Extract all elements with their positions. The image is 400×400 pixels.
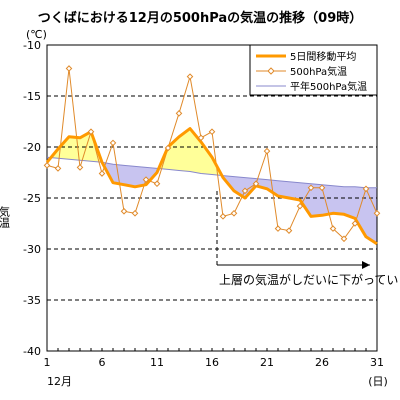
legend-label-daily: 500hPa気温 [290, 65, 347, 78]
data-point-daily [219, 213, 227, 220]
series-line-moving-avg [45, 127, 378, 246]
data-point-daily [307, 184, 315, 192]
data-point-daily [43, 162, 51, 169]
y-tick-labels: -10 -15 -20 -25 -30 -35 -40 [23, 39, 41, 358]
legend-marker-daily [267, 67, 275, 75]
data-point-daily [351, 220, 359, 227]
data-point-daily [164, 144, 172, 152]
data-point-daily [208, 128, 216, 136]
y-tick-label: -20 [23, 141, 41, 154]
data-point-daily [263, 147, 271, 155]
fill-below-normal [300, 182, 311, 217]
chart-title: つくばにおける12月の500hPaの気温の推移（09時） [38, 10, 363, 26]
x-tick-label: 11 [150, 356, 164, 369]
month-label: 12月 [47, 375, 72, 388]
x-tick-label: 26 [315, 356, 329, 369]
y-axis-label: 気温 [0, 205, 11, 228]
legend-label-normal: 平年500hPa気温 [290, 80, 367, 93]
x-tick-label: 31 [370, 356, 384, 369]
fill-below-normal [135, 166, 146, 187]
fill-below-normal [278, 180, 289, 198]
data-point-daily [109, 139, 117, 147]
fill-below-normal [355, 186, 366, 237]
data-point-daily [252, 180, 260, 188]
data-point-daily [65, 65, 73, 72]
fill-below-normal [322, 184, 333, 216]
data-point-daily [76, 164, 84, 171]
x-tick-label: 21 [260, 356, 274, 369]
data-point-daily [153, 180, 161, 188]
data-point-daily [296, 202, 304, 210]
data-point-daily [98, 170, 106, 177]
data-point-daily [87, 128, 95, 136]
x-tick-label: 6 [99, 356, 106, 369]
legend: 5日間移動平均 500hPa気温 平年500hPa気温 [249, 44, 378, 96]
y-tick-label: -35 [23, 294, 41, 307]
y-tick-label: -15 [23, 90, 41, 103]
fill-below-normal [311, 183, 322, 217]
data-point-daily [131, 209, 139, 217]
annotation-text: 上層の気温がしだいに下がっていく [219, 272, 400, 287]
fill-below-normal [344, 186, 355, 219]
data-point-daily [373, 209, 381, 217]
y-tick-label: -40 [23, 345, 41, 358]
data-point-daily [142, 176, 150, 183]
data-point-daily [274, 225, 282, 232]
grid [47, 95, 377, 301]
fill-above-normal [201, 141, 212, 175]
legend-label-moving-avg: 5日間移動平均 [290, 50, 356, 63]
data-point-daily [340, 235, 348, 243]
data-point-daily [197, 134, 205, 142]
fill-below-normal [289, 181, 300, 200]
x-unit-label: (日) [368, 375, 388, 388]
x-tick-label: 1 [44, 356, 51, 369]
fill-above-normal [58, 136, 69, 160]
fill-below-normal [366, 187, 377, 244]
y-tick-label: -25 [23, 192, 41, 205]
fill-below-normal [124, 165, 135, 187]
fill-above-normal [179, 128, 190, 172]
plot-frame [46, 44, 378, 352]
annotation-arrowhead [362, 261, 370, 269]
data-point-daily [186, 73, 194, 80]
fill-below-normal [333, 185, 344, 215]
y-unit-label: (℃) [26, 28, 47, 41]
x-tick-label: 16 [205, 356, 219, 369]
data-point-daily [230, 209, 238, 217]
y-tick-label: -10 [23, 39, 41, 52]
data-point-daily [175, 110, 183, 117]
y-tick-label: -30 [23, 243, 41, 256]
data-point-daily [329, 225, 337, 232]
series-layer [43, 65, 381, 246]
data-point-daily [120, 207, 128, 215]
data-point-daily [241, 187, 249, 195]
data-point-daily [362, 185, 370, 193]
data-point-daily [54, 165, 62, 172]
data-point-daily [318, 184, 326, 192]
data-point-daily [285, 227, 293, 234]
